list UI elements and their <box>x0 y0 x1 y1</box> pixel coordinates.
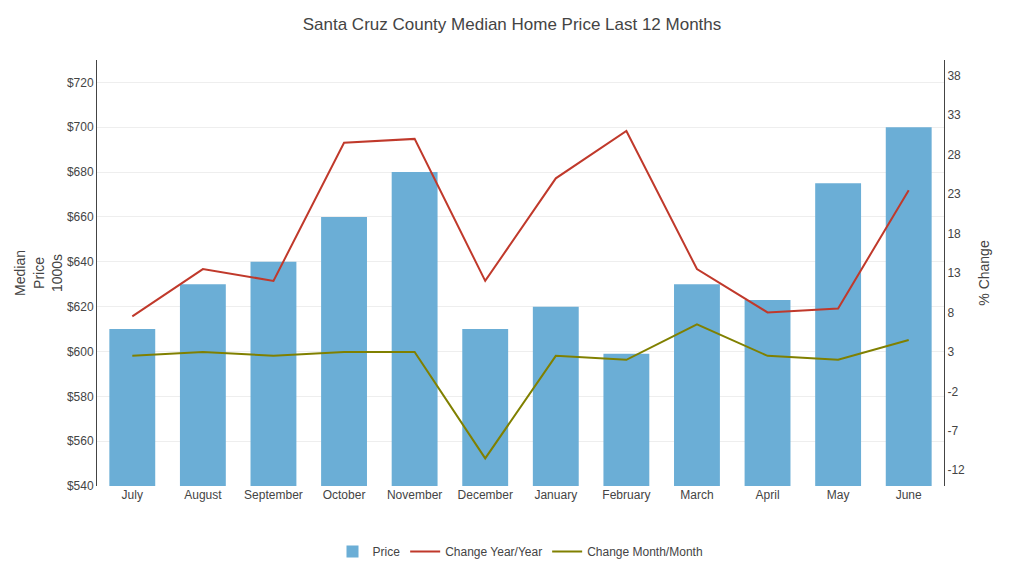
svg-text:-12: -12 <box>947 463 965 477</box>
svg-text:$720: $720 <box>67 76 94 90</box>
svg-text:$620: $620 <box>67 300 94 314</box>
svg-text:November: November <box>387 488 442 502</box>
svg-text:18: 18 <box>947 227 961 241</box>
svg-text:-7: -7 <box>947 424 958 438</box>
svg-text:$700: $700 <box>67 120 94 134</box>
svg-text:August: August <box>184 488 222 502</box>
svg-text:$660: $660 <box>67 210 94 224</box>
svg-text:33: 33 <box>947 108 961 122</box>
svg-text:-2: -2 <box>947 385 958 399</box>
svg-text:13: 13 <box>947 266 961 280</box>
svg-text:23: 23 <box>947 187 961 201</box>
svg-text:October: October <box>323 488 366 502</box>
svg-text:Santa Cruz County Median Home: Santa Cruz County Median Home Price Last… <box>303 15 722 34</box>
svg-text:3: 3 <box>947 345 954 359</box>
svg-text:38: 38 <box>947 69 961 83</box>
svg-text:January: January <box>534 488 577 502</box>
svg-text:$540: $540 <box>67 479 94 493</box>
svg-text:December: December <box>458 488 513 502</box>
svg-text:Change Month/Month: Change Month/Month <box>587 545 702 559</box>
svg-text:$680: $680 <box>67 165 94 179</box>
svg-text:Price: Price <box>373 545 401 559</box>
svg-text:September: September <box>244 488 303 502</box>
svg-text:28: 28 <box>947 148 961 162</box>
svg-text:$600: $600 <box>67 345 94 359</box>
svg-text:$640: $640 <box>67 255 94 269</box>
svg-text:$560: $560 <box>67 434 94 448</box>
svg-text:MedianPrice1000s: MedianPrice1000s <box>12 250 64 296</box>
svg-text:Change Year/Year: Change Year/Year <box>445 545 542 559</box>
svg-text:February: February <box>602 488 650 502</box>
svg-text:June: June <box>896 488 922 502</box>
svg-text:$580: $580 <box>67 390 94 404</box>
svg-text:April: April <box>756 488 780 502</box>
svg-text:8: 8 <box>947 306 954 320</box>
svg-text:March: March <box>680 488 713 502</box>
svg-text:May: May <box>827 488 850 502</box>
svg-text:% Change: % Change <box>976 240 992 306</box>
svg-text:July: July <box>122 488 143 502</box>
